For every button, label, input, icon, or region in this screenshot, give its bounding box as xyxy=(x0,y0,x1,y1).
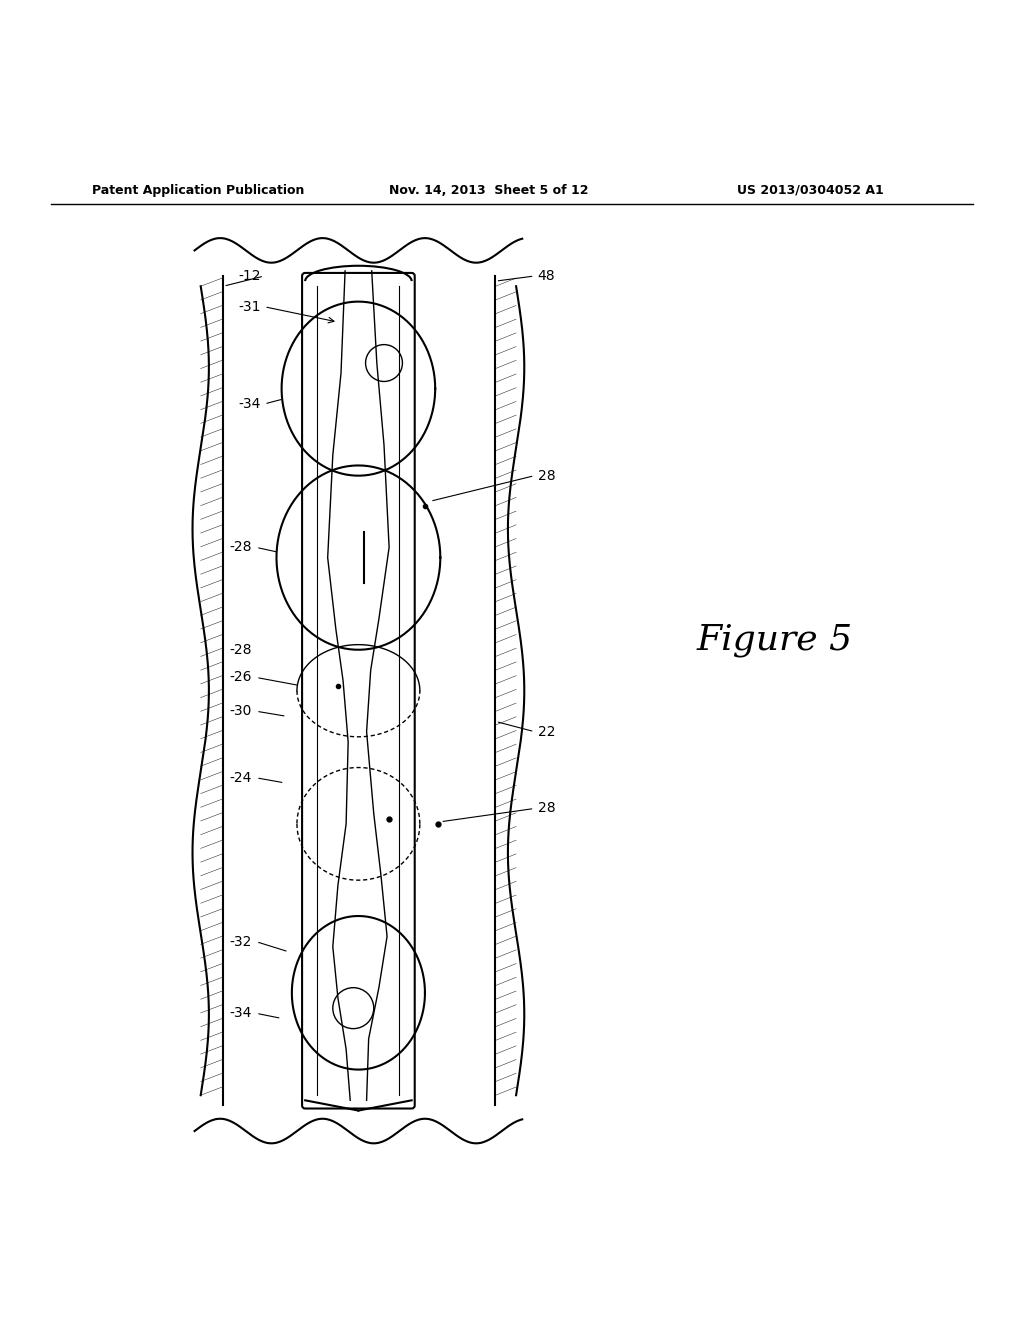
Text: -34: -34 xyxy=(239,397,261,411)
Text: -32: -32 xyxy=(229,935,252,949)
Text: -28: -28 xyxy=(229,540,252,554)
Text: -28: -28 xyxy=(229,643,252,657)
Text: 28: 28 xyxy=(538,801,555,816)
Text: -24: -24 xyxy=(229,771,252,785)
Text: US 2013/0304052 A1: US 2013/0304052 A1 xyxy=(737,183,884,197)
Text: 48: 48 xyxy=(538,269,555,282)
Text: Nov. 14, 2013  Sheet 5 of 12: Nov. 14, 2013 Sheet 5 of 12 xyxy=(389,183,589,197)
Text: -30: -30 xyxy=(229,704,252,718)
Text: -34: -34 xyxy=(229,1006,252,1020)
Text: -26: -26 xyxy=(229,671,252,684)
Text: Patent Application Publication: Patent Application Publication xyxy=(92,183,304,197)
Text: Figure 5: Figure 5 xyxy=(696,623,852,656)
Text: -31: -31 xyxy=(239,300,261,314)
Text: -12: -12 xyxy=(239,269,261,282)
Text: 22: 22 xyxy=(538,725,555,739)
Text: 28: 28 xyxy=(538,469,555,483)
